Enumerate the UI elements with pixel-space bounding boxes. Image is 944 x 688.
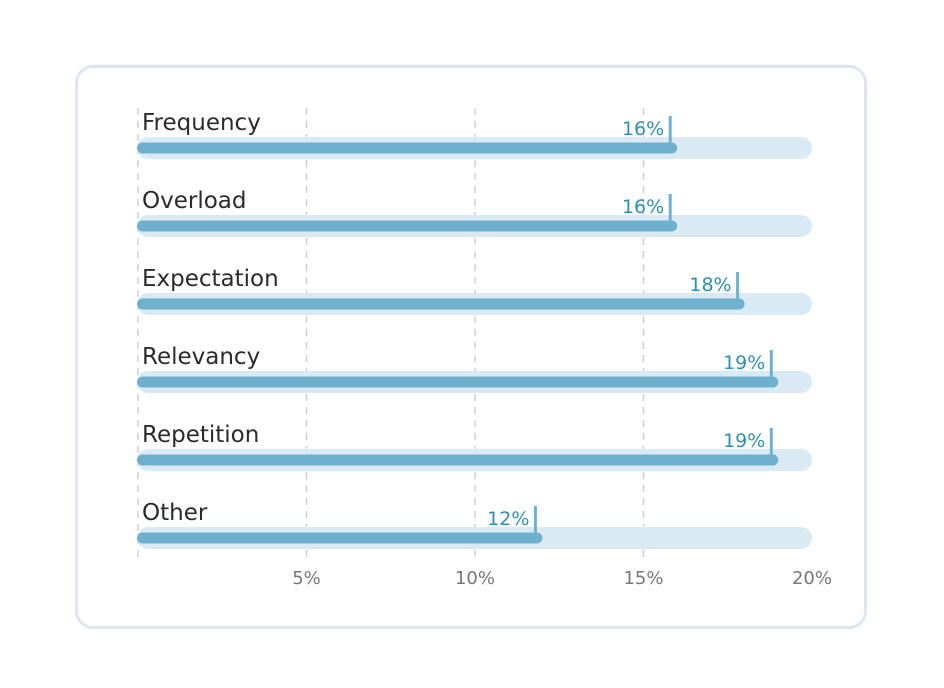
bar-row: Relevancy 19% (137, 344, 812, 393)
x-tick-label: 5% (292, 568, 321, 589)
x-tick-label: 20% (792, 568, 832, 589)
bar-row: Expectation 18% (137, 266, 812, 315)
x-tick-label: 15% (623, 568, 663, 589)
bar (137, 376, 779, 388)
bar-rows: Frequency 16% Overload 16% Expectation 18% Rel… (137, 110, 812, 549)
bar (137, 142, 678, 154)
value-label: 18% (689, 274, 731, 296)
bar-row: Repetition 19% (137, 422, 812, 471)
bar (137, 454, 779, 466)
grid-lines (137, 108, 645, 560)
category-label: Relevancy (142, 344, 260, 370)
value-label: 16% (622, 196, 664, 218)
value-label: 19% (723, 352, 765, 374)
bar (137, 220, 678, 232)
category-label: Frequency (142, 110, 261, 136)
category-label: Other (142, 500, 208, 526)
bar (137, 298, 745, 310)
bar-row: Frequency 16% (137, 110, 812, 159)
value-label: 12% (487, 508, 529, 530)
x-tick-label: 10% (455, 568, 495, 589)
category-label: Overload (142, 188, 246, 214)
bar (137, 532, 543, 544)
value-label: 16% (622, 118, 664, 140)
category-label: Expectation (142, 266, 279, 292)
bar-row: Overload 16% (137, 188, 812, 237)
value-label: 19% (723, 430, 765, 452)
x-axis-ticks: 5% 10% 15% 20% (292, 568, 832, 589)
bar-row: Other 12% (137, 500, 812, 549)
category-label: Repetition (142, 422, 259, 448)
